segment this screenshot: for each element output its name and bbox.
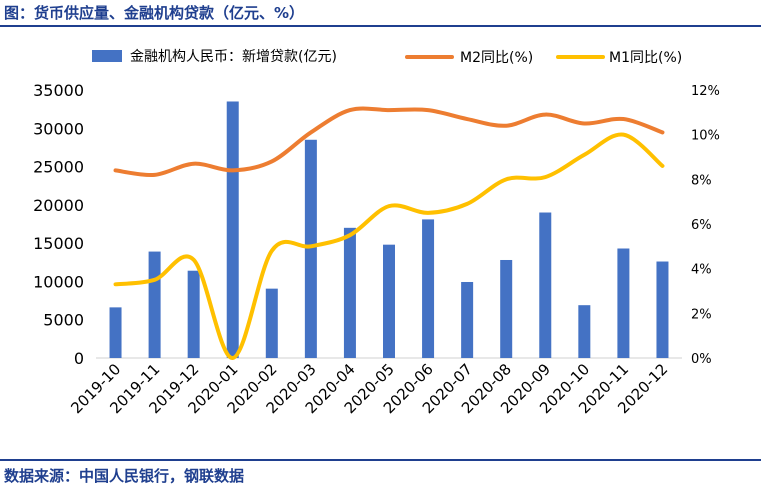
- loan-bar: [343, 227, 356, 358]
- legend-label-m1: M1同比(%): [609, 50, 682, 66]
- y-right-tick-label: 6%: [691, 218, 712, 233]
- y-left-tick-label: 5000: [43, 311, 84, 330]
- loan-bar: [265, 288, 278, 358]
- loan-bar: [187, 270, 200, 358]
- loan-bar: [109, 307, 122, 358]
- chart-title: 图：货币供应量、金融机构贷款（亿元、%）: [4, 4, 305, 22]
- y-left-tick-label: 15000: [33, 234, 84, 253]
- m1-line: [113, 132, 665, 360]
- line-series: [113, 106, 665, 360]
- loan-bar: [383, 244, 395, 358]
- title-divider: [0, 25, 761, 27]
- loan-bar: [461, 281, 474, 358]
- y-right-tick-label: 8%: [691, 173, 712, 188]
- data-source: 数据来源：中国人民银行，钢联数据: [4, 467, 245, 485]
- y-left-tick-label: 35000: [33, 81, 84, 100]
- y-left-tick-label: 10000: [33, 272, 84, 291]
- x-axis-labels: 2019-102019-112019-122020-012020-022020-…: [67, 360, 671, 417]
- loan-bar: [148, 251, 161, 358]
- bar-series: [109, 101, 669, 358]
- legend-bar-swatch: [92, 50, 122, 62]
- y-axis-left: 0 5000 10000 15000 20000 25000 30000 35000: [33, 81, 84, 368]
- y-right-tick-label: 12%: [691, 84, 720, 99]
- m2-line: [113, 106, 665, 178]
- y-right-tick-label: 4%: [691, 263, 712, 278]
- legend-label-m2: M2同比(%): [460, 50, 533, 66]
- loan-bar: [304, 139, 317, 358]
- loan-bar: [500, 259, 513, 358]
- y-left-tick-label: 0: [74, 349, 84, 368]
- y-left-tick-label: 20000: [33, 196, 84, 215]
- loan-bar: [226, 101, 239, 358]
- loan-bar: [617, 248, 630, 358]
- y-axis-right: 0% 2% 4% 6% 8% 10% 12%: [691, 84, 720, 367]
- y-right-tick-label: 0%: [691, 352, 712, 367]
- y-right-tick-label: 2%: [691, 307, 712, 322]
- y-left-tick-label: 30000: [33, 119, 84, 138]
- legend: 金融机构人民币：新增贷款(亿元) M2同比(%) M1同比(%): [92, 49, 682, 66]
- loan-bar: [539, 212, 552, 358]
- y-left-tick-label: 25000: [33, 158, 84, 177]
- loan-bar: [656, 261, 669, 358]
- footer-divider: [0, 459, 761, 461]
- loan-bar: [422, 219, 435, 358]
- y-right-tick-label: 10%: [691, 129, 720, 144]
- legend-label-loans: 金融机构人民币：新增贷款(亿元): [130, 49, 337, 65]
- loan-bar: [578, 305, 591, 358]
